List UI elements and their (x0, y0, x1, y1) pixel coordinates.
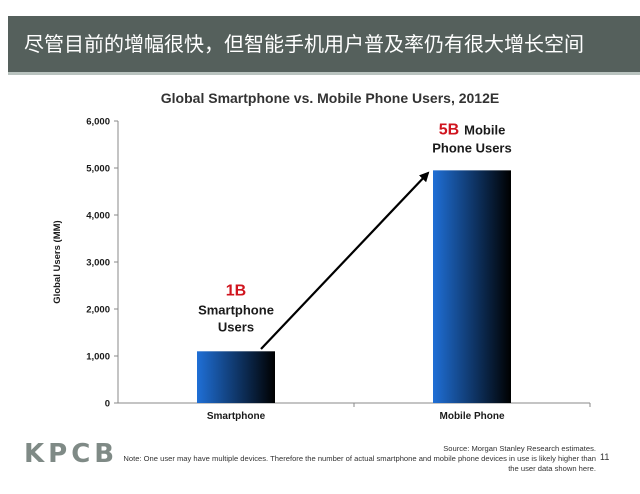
annotation-highlight: 5B (439, 121, 459, 138)
page-number: 11 (600, 452, 610, 462)
bar-smartphone (197, 351, 275, 403)
y-tick-label: 5,000 (86, 164, 110, 175)
footer-notes: Source: Morgan Stanley Research estimate… (96, 444, 596, 474)
bar-mobile-phone (433, 170, 511, 403)
kpcb-logo: KPCB (24, 439, 119, 469)
annotation-highlight: 1B (226, 282, 246, 299)
annotation-line: Phone Users (432, 140, 511, 155)
y-tick-label: 6,000 (86, 117, 110, 128)
y-tick-label: 4,000 (86, 211, 110, 222)
y-tick-label: 3,000 (86, 258, 110, 269)
growth-arrow (260, 171, 430, 350)
device-note-line-1: Note: One user may have multiple devices… (123, 454, 596, 463)
device-note-line-2: the user data shown here. (508, 464, 596, 473)
bar-chart: Global Smartphone vs. Mobile Phone Users… (52, 90, 591, 422)
y-tick-label: 2,000 (86, 305, 110, 316)
source-note: Source: Morgan Stanley Research estimate… (443, 444, 596, 453)
x-tick-label: Mobile Phone (440, 411, 505, 422)
y-tick-label: 0 (105, 399, 110, 410)
x-tick-label: Smartphone (207, 411, 266, 422)
annotation-line: Smartphone (198, 302, 274, 317)
annotation-line: Mobile (464, 122, 505, 137)
chart-title: Global Smartphone vs. Mobile Phone Users… (161, 90, 499, 106)
y-tick-label: 1,000 (86, 352, 110, 363)
header-rule (8, 72, 640, 75)
y-axis-label: Global Users (MM) (52, 220, 63, 303)
annotation-line-1: 5B Mobile (439, 121, 506, 138)
slide-header: 尽管目前的增幅很快，但智能手机用户普及率仍有很大增长空间 (8, 16, 640, 72)
slide-title: 尽管目前的增幅很快，但智能手机用户普及率仍有很大增长空间 (24, 32, 584, 56)
annotation-line: Users (218, 319, 254, 334)
